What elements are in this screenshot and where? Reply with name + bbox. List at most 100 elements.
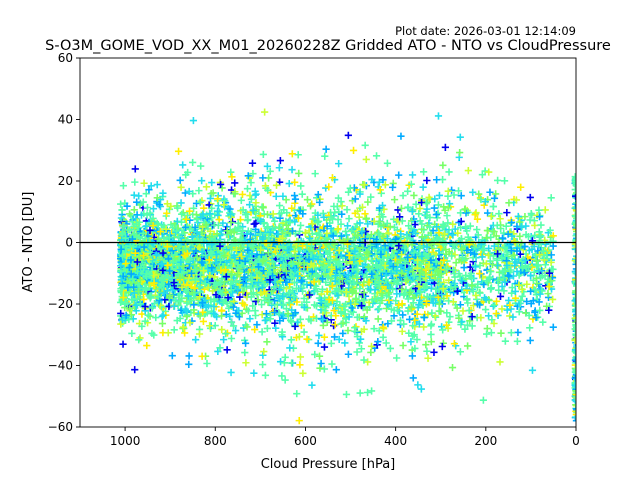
scatter-point [306, 234, 314, 242]
scatter-point [261, 371, 270, 379]
scatter-point [227, 271, 235, 279]
scatter-point [573, 343, 576, 351]
scatter-point [126, 305, 134, 313]
scatter-point [398, 300, 406, 308]
scatter-point [424, 354, 432, 362]
scatter-point [259, 279, 268, 288]
scatter-point [478, 253, 486, 261]
scatter-point [343, 240, 352, 248]
scatter-point [349, 225, 357, 233]
scatter-point [368, 242, 376, 251]
scatter-point [275, 164, 283, 172]
scatter-point [439, 326, 447, 334]
scatter-point [437, 307, 445, 315]
scatter-point [414, 381, 422, 389]
scatter-point [229, 303, 237, 311]
scatter-point [250, 207, 259, 216]
scatter-point [140, 243, 148, 251]
scatter-point [498, 267, 507, 275]
scatter-point [206, 322, 214, 330]
scatter-point [305, 291, 314, 299]
scatter-point [508, 283, 516, 292]
scatter-point [359, 262, 367, 270]
scatter-point [471, 250, 479, 258]
scatter-point [525, 311, 533, 320]
scatter-point [508, 232, 516, 240]
scatter-point [189, 261, 198, 269]
scatter-point [523, 297, 531, 306]
scatter-point [545, 306, 553, 314]
scatter-point [148, 304, 156, 312]
scatter-point [243, 216, 252, 224]
scatter-point [438, 342, 446, 351]
scatter-point [454, 229, 462, 237]
scatter-point [178, 283, 186, 291]
scatter-point [452, 259, 460, 267]
scatter-point [393, 290, 401, 298]
scatter-point [329, 232, 337, 240]
scatter-point [472, 291, 480, 300]
scatter-point [531, 221, 539, 229]
scatter-point [528, 237, 537, 245]
scatter-point [444, 219, 452, 227]
scatter-point [495, 235, 503, 243]
scatter-point [364, 198, 372, 206]
scatter-point [247, 179, 255, 187]
scatter-point [184, 286, 192, 294]
scatter-point [212, 259, 220, 267]
scatter-point [377, 250, 385, 258]
scatter-point [171, 255, 179, 263]
scatter-point [296, 227, 304, 235]
scatter-point [276, 286, 284, 294]
scatter-point [261, 108, 269, 116]
scatter-point [415, 320, 423, 328]
scatter-point [279, 192, 287, 200]
scatter-point [263, 162, 271, 170]
scatter-point [536, 290, 544, 298]
scatter-point [257, 289, 265, 297]
scatter-point [379, 213, 387, 221]
scatter-point [389, 183, 397, 191]
scatter-point [259, 351, 267, 359]
scatter-point [260, 347, 268, 356]
scatter-point [198, 258, 206, 266]
scatter-point [423, 347, 431, 355]
scatter-point [205, 233, 214, 241]
scatter-point [463, 321, 472, 329]
scatter-point [324, 258, 332, 266]
scatter-point [253, 321, 261, 329]
scatter-point [278, 372, 286, 380]
scatter-point [328, 296, 337, 304]
scatter-point [456, 240, 464, 248]
scatter-point [288, 150, 296, 158]
scatter-point [205, 256, 213, 264]
scatter-point [572, 402, 576, 410]
scatter-point [274, 252, 282, 260]
scatter-point [202, 221, 210, 229]
scatter-point [572, 397, 576, 406]
scatter-point [265, 297, 274, 305]
scatter-point [124, 265, 132, 273]
scatter-point [469, 287, 477, 295]
scatter-point [335, 246, 343, 255]
scatter-point [344, 350, 353, 358]
scatter-point [416, 296, 424, 304]
scatter-point [520, 269, 528, 277]
scatter-point [355, 252, 363, 260]
scatter-point [445, 297, 453, 305]
scatter-point [404, 187, 412, 195]
scatter-point [533, 279, 541, 288]
scatter-point [136, 300, 144, 308]
scatter-point [458, 253, 466, 262]
chart-title: S-O3M_GOME_VOD_XX_M01_20260228Z Gridded … [45, 38, 611, 54]
scatter-point [521, 242, 529, 251]
scatter-point [288, 274, 296, 282]
scatter-point [145, 186, 153, 194]
scatter-point [544, 279, 552, 287]
scatter-point [271, 308, 279, 317]
scatter-point [249, 170, 257, 178]
scatter-point [417, 198, 426, 207]
scatter-point [252, 190, 260, 198]
scatter-point [293, 298, 301, 306]
scatter-point [271, 223, 279, 231]
